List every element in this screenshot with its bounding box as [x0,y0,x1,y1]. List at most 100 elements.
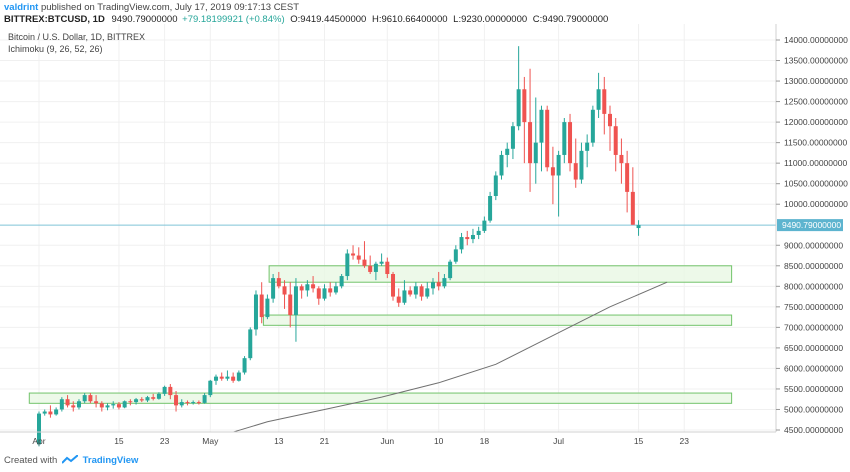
candle [453,245,458,264]
candle [488,191,493,223]
candle [539,105,544,172]
candle [413,282,418,299]
candle-body [162,386,167,394]
candle [225,370,230,381]
candle-body [179,402,184,406]
candle [516,46,521,131]
candle-body [436,282,441,287]
price-tick-label: 4500.00000000 [784,425,843,435]
candle-body [231,376,236,381]
candle [236,370,241,382]
candle-body [94,401,99,404]
candle [573,138,578,188]
candle-body [419,286,424,297]
candle [436,271,441,291]
legend-indicator[interactable]: Ichimoku (9, 26, 52, 26) [8,44,103,54]
candle-body [516,89,521,127]
candle-body [76,401,81,408]
candle [391,271,396,301]
candle-body [630,191,635,225]
high-value: 9610.66400000 [381,14,448,25]
candle [362,241,367,268]
candle [122,400,127,409]
candle [282,280,287,309]
candle-body [345,253,350,277]
price-tick-label: 11500.00000000 [784,138,847,148]
candle [550,146,555,205]
candle-body [242,358,247,373]
candle [493,171,498,201]
price-tick-label: 13000.00000000 [784,76,848,86]
open-value: 9419.44500000 [300,14,367,25]
time-tick-label: Jul [553,436,564,446]
candle-body [391,274,396,297]
candle-body [288,294,293,316]
candle-body [402,290,407,303]
candle-body [625,163,630,192]
candle [345,249,350,281]
symbol-info: BITTREX:BTCUSD, 1D 9490.79000000 +79.181… [4,14,608,25]
candle [145,395,150,403]
candle-body [373,263,378,272]
candle [408,286,413,297]
candle [94,395,99,408]
candle [202,393,207,404]
candle-body [236,372,241,381]
price-axis[interactable]: 14000.00000000 13500.00000000 13000.000000… [775,24,848,435]
candle [265,294,270,320]
candle [293,278,298,342]
candle-body [248,329,253,359]
time-tick-label: 23 [679,436,689,446]
candle-body [430,282,435,289]
candle-body [465,237,470,240]
time-axis[interactable]: Apr 15 23 May 13 21 Jun 10 18 Jul 15 23 [0,431,776,446]
candle-body [425,288,430,297]
price-tick-label: 7500.00000000 [784,302,843,312]
moving-average [232,281,668,433]
author-name[interactable]: valdrint [4,2,39,13]
footer-prefix: Created with [4,455,58,466]
candle-body [253,294,258,330]
candle-body [573,163,578,180]
time-tick-label: 13 [274,436,284,446]
candle-body [48,411,53,415]
candle [602,76,607,135]
candle [59,397,64,412]
candle-body [99,403,104,408]
candle-body [191,402,196,404]
candle [196,400,201,405]
candle-body [42,411,47,414]
candle-body [65,399,70,406]
candle [322,284,327,301]
candle [585,134,590,168]
candle-body [488,196,493,221]
candle [522,76,527,164]
candle-body [145,397,150,401]
candle-body [545,109,550,168]
candle-body [362,259,367,266]
footer: Created with TradingView [4,455,138,466]
candle [505,142,510,168]
close-label: C: [532,14,543,25]
candle [156,392,161,400]
price-tick-label: 14000.00000000 [784,35,848,45]
candle-body [333,286,338,293]
ma-line [232,281,668,433]
candle [448,259,453,281]
candle-body [556,154,561,176]
candle-body [510,126,515,149]
candle [288,282,293,328]
candle [37,411,41,447]
candle [533,97,538,184]
candle-body [385,261,390,274]
candle-body [174,395,179,406]
candle-body [585,142,590,151]
time-tick-label: 23 [160,436,170,446]
candle-body [579,150,584,180]
legend-title: Bitcoin / U.S. Dollar, 1D, BITTREX [8,32,145,42]
candle [168,384,173,400]
footer-brand[interactable]: TradingView [82,455,139,466]
price-tick-label: 7000.00000000 [784,322,843,332]
candle-body [590,109,595,143]
